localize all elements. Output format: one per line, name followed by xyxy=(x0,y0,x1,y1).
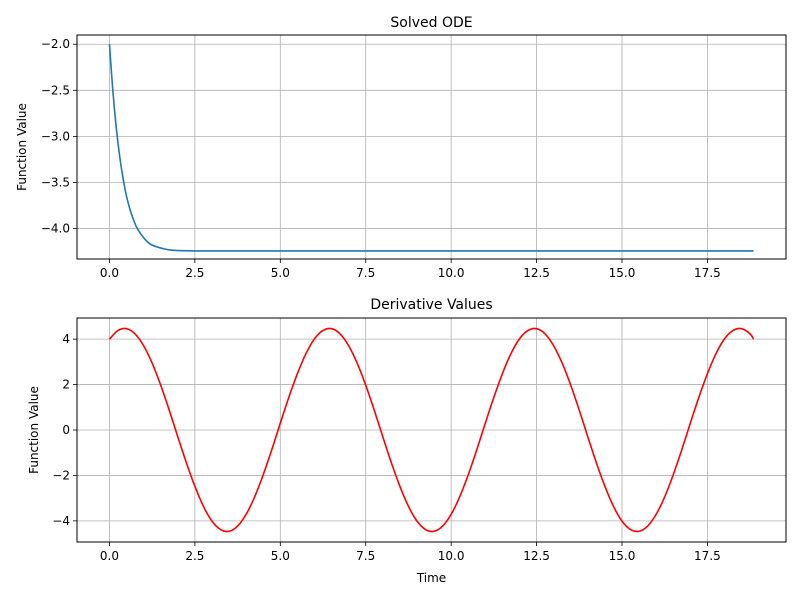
y-tick-label: −2.5 xyxy=(41,83,70,97)
ticks-layer: 0.0 2.5 5.0 7.5 10.0 12.5 15.0 17.5 −4 −2 0 2 4 xyxy=(52,332,720,563)
chart-title: Solved ODE xyxy=(390,15,472,31)
y-axis-label: Function Value xyxy=(15,103,29,191)
subplot-solved-ode: Solved ODE 0.0 2.5 5.0 7.5 10.0 12.5 15.0 17.5 −… xyxy=(15,15,787,280)
x-tick-label: 5.0 xyxy=(271,266,290,280)
x-tick-label: 17.5 xyxy=(694,266,721,280)
chart-title: Derivative Values xyxy=(370,297,492,313)
x-tick-label: 7.5 xyxy=(356,549,375,563)
y-tick-label: −2 xyxy=(52,468,70,482)
y-tick-label: 4 xyxy=(62,332,70,346)
x-tick-label: 12.5 xyxy=(523,266,550,280)
x-tick-label: 17.5 xyxy=(694,549,721,563)
x-tick-label: 15.0 xyxy=(609,266,636,280)
plot-frame xyxy=(76,34,787,260)
x-tick-label: 0.0 xyxy=(100,266,119,280)
series-line xyxy=(108,327,755,533)
x-tick-label: 5.0 xyxy=(271,549,290,563)
x-tick-label: 0.0 xyxy=(100,549,119,563)
y-tick-label: −2.0 xyxy=(41,37,70,51)
series-line xyxy=(108,44,754,252)
y-tick-label: −4 xyxy=(52,514,70,528)
ticks-layer: 0.0 2.5 5.0 7.5 10.0 12.5 15.0 17.5 −4.0 −3.5 −3.0… xyxy=(41,37,721,280)
x-tick-label: 15.0 xyxy=(609,549,636,563)
y-tick-label: −3.5 xyxy=(41,175,70,189)
subplot-derivative-values: Derivative Values 0.0 2.5 5.0 7.5 10.0 12.5 15… xyxy=(27,297,787,585)
y-tick-label: −3.0 xyxy=(41,129,70,143)
grid-lines xyxy=(77,318,786,542)
x-tick-label: 7.5 xyxy=(356,266,375,280)
x-axis-label: Time xyxy=(416,571,446,585)
y-tick-label: 0 xyxy=(62,423,70,437)
grid-lines xyxy=(77,35,786,259)
y-tick-label: 2 xyxy=(62,378,70,392)
y-axis-label: Function Value xyxy=(27,386,41,474)
x-tick-label: 2.5 xyxy=(185,549,204,563)
x-tick-label: 12.5 xyxy=(523,549,550,563)
y-tick-label: −4.0 xyxy=(41,222,70,236)
x-tick-label: 10.0 xyxy=(438,549,465,563)
series-layer xyxy=(108,327,755,533)
x-tick-label: 10.0 xyxy=(438,266,465,280)
x-tick-label: 2.5 xyxy=(185,266,204,280)
series-layer xyxy=(108,44,754,252)
